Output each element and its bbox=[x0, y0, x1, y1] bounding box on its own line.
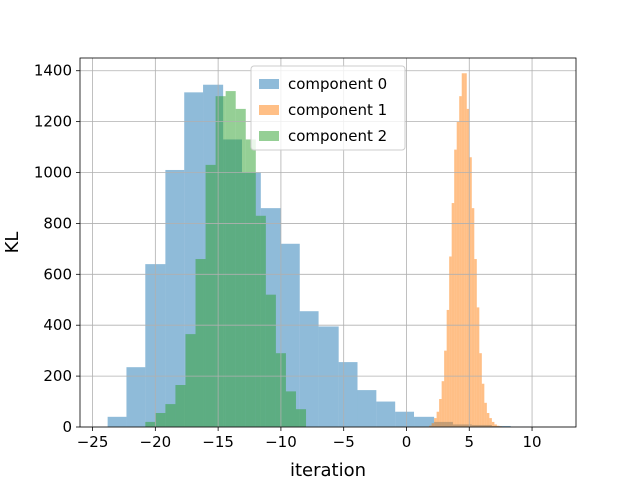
bar-series-2-bin-8 bbox=[225, 91, 236, 427]
legend-label-component-2: component 2 bbox=[288, 127, 387, 145]
bar-series-1-bin-6 bbox=[444, 350, 447, 427]
x-tick-label-6: 5 bbox=[464, 433, 474, 451]
y-tick-label-6: 1200 bbox=[34, 113, 72, 131]
x-tick-label-7: 10 bbox=[523, 433, 542, 451]
y-tick-label-1: 200 bbox=[43, 367, 72, 385]
bar-series-1-bin-9 bbox=[451, 203, 455, 427]
legend-label-component-0: component 0 bbox=[288, 75, 387, 93]
x-tick-label-3: −10 bbox=[265, 433, 297, 451]
bar-series-1-bin-2 bbox=[434, 418, 437, 427]
y-tick-label-5: 1000 bbox=[34, 164, 72, 182]
x-tick-label-2: −15 bbox=[202, 433, 234, 451]
bar-series-1-bin-14 bbox=[464, 73, 467, 427]
bar-series-1-bin-13 bbox=[461, 73, 465, 427]
bar-series-1-bin-3 bbox=[436, 411, 440, 427]
x-tick-label-0: −25 bbox=[77, 433, 109, 451]
bar-series-2-bin-3 bbox=[175, 385, 186, 427]
bar-series-1-bin-12 bbox=[459, 96, 462, 427]
bar-series-1-bin-0 bbox=[429, 425, 432, 427]
bar-series-2-bin-15 bbox=[295, 409, 307, 427]
y-tick-label-4: 800 bbox=[43, 214, 72, 232]
bar-series-2-bin-6 bbox=[205, 164, 216, 427]
x-tick-label-5: 0 bbox=[402, 433, 412, 451]
bar-series-1-bin-15 bbox=[466, 108, 470, 428]
bar-series-2-bin-1 bbox=[155, 413, 166, 427]
axis-ticks: −25 −20 −15 −10 −5 0 5 10 0 200 400 600 800 1000 1200 1… bbox=[34, 62, 542, 451]
bar-series-1-bin-8 bbox=[449, 256, 452, 427]
bar-series-1-bin-7 bbox=[446, 309, 450, 427]
y-tick-label-3: 600 bbox=[43, 265, 72, 283]
bar-series-0-bin-3 bbox=[165, 169, 185, 427]
x-axis-label: iteration bbox=[290, 460, 366, 480]
bar-series-0-bin-10 bbox=[299, 311, 319, 427]
bar-series-0-bin-16 bbox=[414, 416, 435, 427]
bar-series-1-bin-17 bbox=[471, 208, 475, 427]
bar-series-1-bin-18 bbox=[474, 259, 477, 427]
bar-series-2-bin-14 bbox=[285, 391, 296, 427]
bar-series-2-bin-2 bbox=[165, 404, 176, 427]
bar-series-0-bin-1 bbox=[126, 367, 146, 427]
bar-series-2-bin-9 bbox=[235, 108, 246, 428]
bar-series-1-bin-25 bbox=[491, 421, 495, 427]
y-tick-label-0: 0 bbox=[62, 418, 72, 436]
bar-series-2-bin-0 bbox=[145, 421, 156, 427]
bar-series-1-bin-16 bbox=[469, 157, 472, 427]
bar-series-2-bin-10 bbox=[245, 139, 256, 427]
bars-layer bbox=[107, 73, 549, 428]
bar-series-0-bin-15 bbox=[395, 411, 415, 427]
legend: component 0 component 1 component 2 bbox=[250, 65, 406, 151]
bar-series-1-bin-20 bbox=[479, 353, 482, 427]
bar-series-1-bin-22 bbox=[484, 402, 487, 427]
bar-series-2-bin-12 bbox=[265, 294, 276, 427]
bar-series-2-bin-11 bbox=[255, 215, 266, 427]
bar-series-0-bin-12 bbox=[338, 362, 358, 427]
legend-swatch-component-2 bbox=[259, 131, 279, 141]
legend-swatch-component-0 bbox=[259, 79, 279, 89]
bar-series-0-bin-0 bbox=[107, 416, 127, 427]
bar-series-1-bin-10 bbox=[454, 149, 457, 427]
bar-series-1-bin-19 bbox=[476, 307, 480, 427]
bar-series-1-bin-26 bbox=[494, 424, 497, 427]
bar-series-1-bin-23 bbox=[486, 413, 490, 427]
y-axis-label: KL bbox=[2, 232, 23, 254]
bar-series-1-bin-4 bbox=[439, 399, 442, 427]
x-tick-label-1: −20 bbox=[140, 433, 172, 451]
legend-label-component-1: component 1 bbox=[288, 101, 387, 119]
bar-series-2-bin-5 bbox=[195, 259, 206, 427]
bar-series-1-bin-21 bbox=[481, 383, 485, 427]
bar-series-0-bin-13 bbox=[357, 390, 377, 427]
legend-box bbox=[250, 65, 406, 151]
bar-series-2-bin-7 bbox=[215, 96, 226, 427]
x-tick-label-4: −5 bbox=[333, 433, 355, 451]
plot-area-frame bbox=[79, 57, 577, 428]
bar-series-1-bin-1 bbox=[431, 423, 435, 427]
bar-series-1-bin-27 bbox=[496, 425, 500, 427]
bar-series-0-bin-11 bbox=[318, 326, 339, 427]
bar-series-0-bin-14 bbox=[376, 401, 396, 427]
bar-series-1-bin-24 bbox=[489, 418, 492, 427]
y-tick-label-2: 400 bbox=[43, 316, 72, 334]
legend-swatch-component-1 bbox=[259, 105, 279, 115]
bar-series-1-bin-5 bbox=[441, 381, 445, 427]
y-tick-label-7: 1400 bbox=[34, 62, 72, 80]
bar-series-2-bin-4 bbox=[185, 334, 196, 427]
